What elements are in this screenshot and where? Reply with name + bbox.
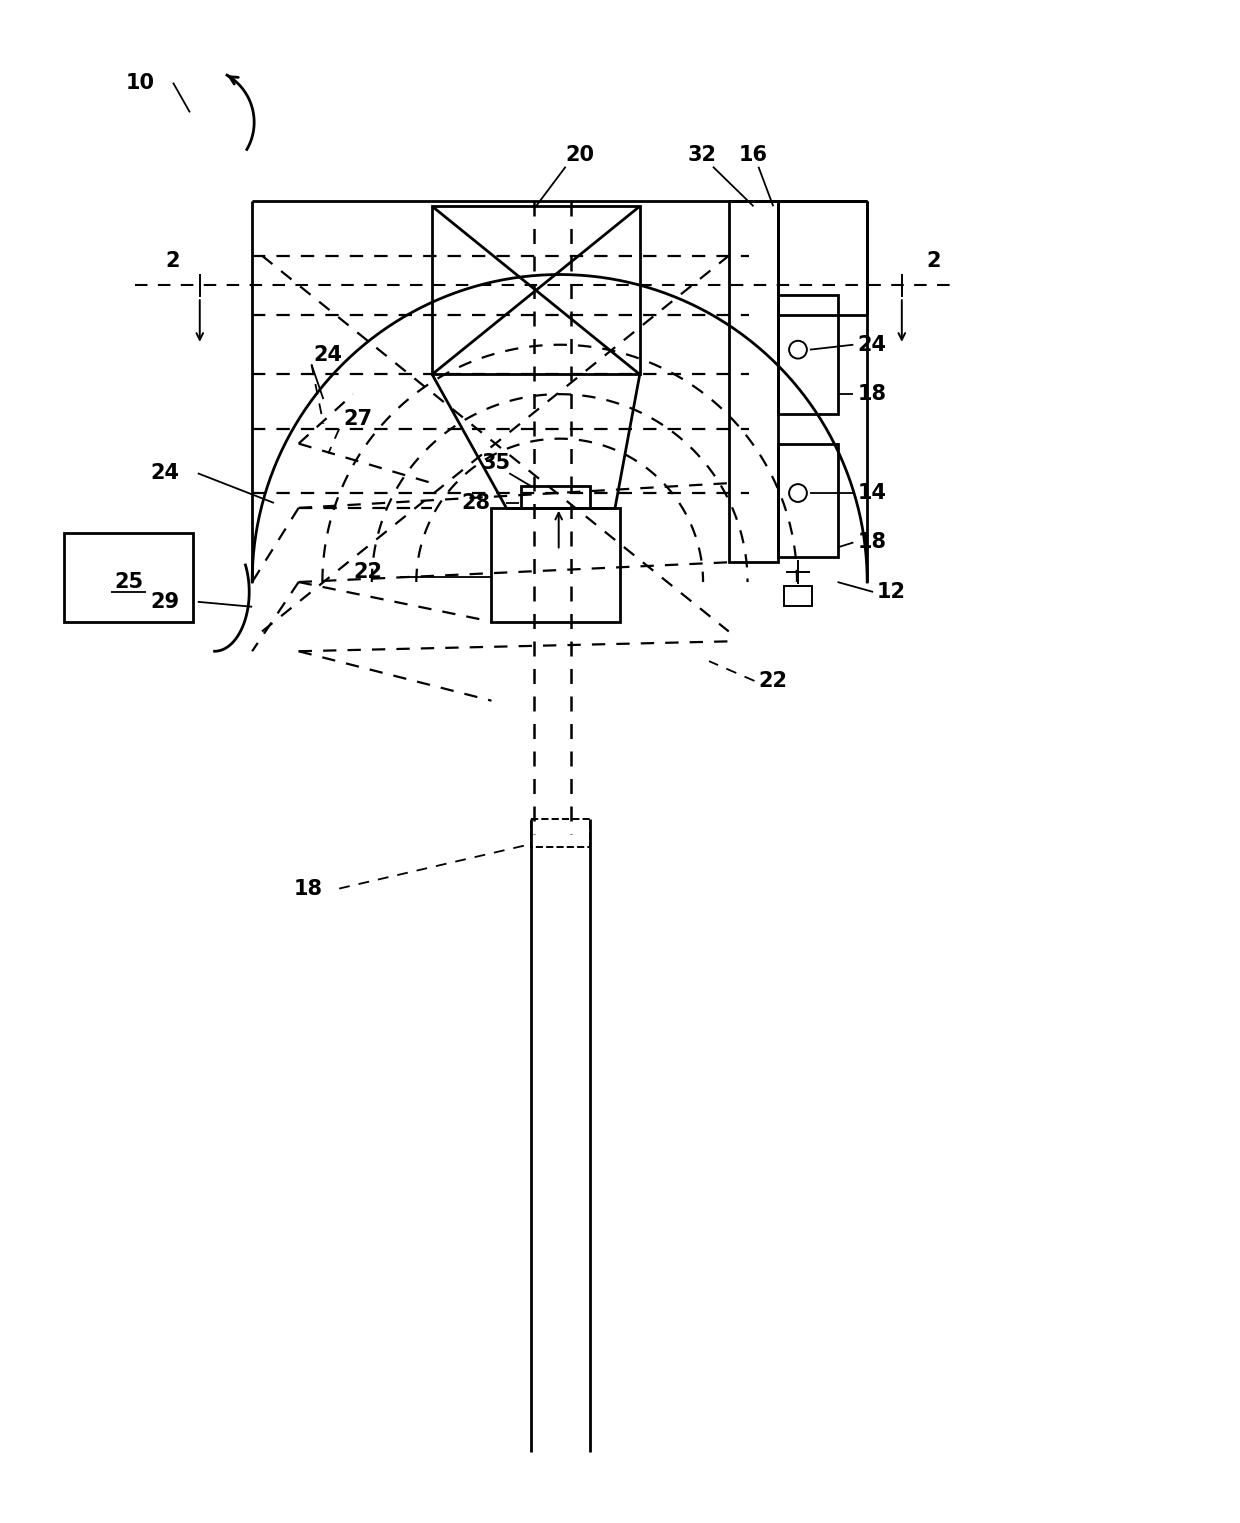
Text: 24: 24 bbox=[857, 335, 887, 355]
Text: 18: 18 bbox=[857, 533, 887, 553]
Bar bbox=[521, 486, 590, 507]
Text: 2: 2 bbox=[926, 251, 941, 271]
Text: 18: 18 bbox=[857, 384, 887, 404]
Text: 27: 27 bbox=[343, 408, 372, 429]
Bar bbox=[779, 295, 837, 414]
Text: 10: 10 bbox=[125, 73, 155, 93]
Text: 18: 18 bbox=[294, 879, 322, 899]
Text: 28: 28 bbox=[461, 493, 491, 513]
Text: 32: 32 bbox=[687, 145, 717, 164]
Text: 12: 12 bbox=[877, 582, 906, 602]
Text: 29: 29 bbox=[150, 592, 180, 612]
Bar bbox=[491, 507, 620, 621]
Text: 16: 16 bbox=[739, 145, 768, 164]
Text: 24: 24 bbox=[314, 344, 342, 364]
Text: 2: 2 bbox=[165, 251, 180, 271]
Text: 20: 20 bbox=[565, 145, 595, 164]
Text: 25: 25 bbox=[114, 573, 143, 592]
Bar bbox=[64, 533, 193, 621]
Text: 24: 24 bbox=[150, 463, 180, 483]
Text: 35: 35 bbox=[481, 454, 511, 474]
Bar bbox=[729, 201, 779, 562]
Bar bbox=[432, 206, 640, 375]
Bar bbox=[779, 443, 837, 557]
Text: 22: 22 bbox=[759, 672, 787, 691]
Text: 22: 22 bbox=[353, 562, 382, 582]
Text: 14: 14 bbox=[857, 483, 887, 503]
Bar bbox=[784, 586, 812, 606]
Bar bbox=[531, 819, 590, 847]
